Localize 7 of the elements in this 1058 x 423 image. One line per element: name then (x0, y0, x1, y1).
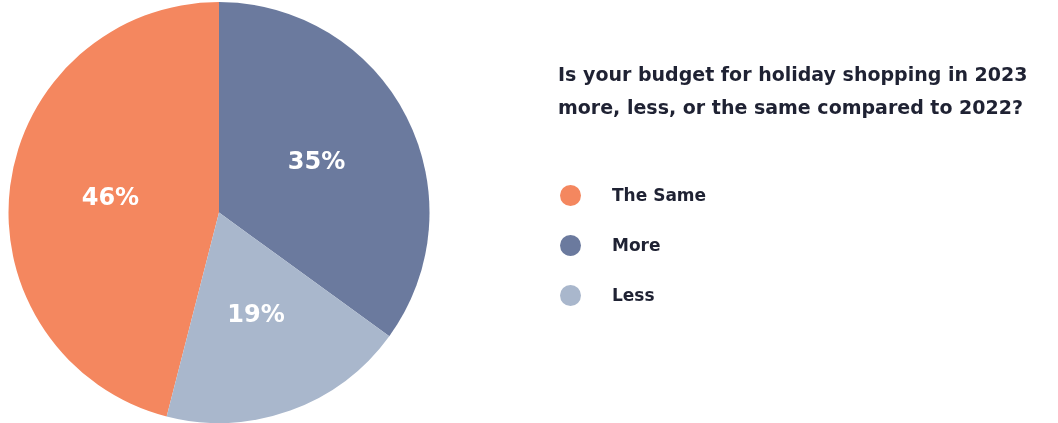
legend-label: More (612, 235, 661, 255)
data-label: 19% (227, 299, 285, 328)
data-label: 46% (81, 183, 140, 212)
data-label: 35% (287, 147, 346, 176)
legend-label: Less (612, 285, 655, 305)
text: Is your budget for holiday shopping in 2023 more, less, or the same compared to 2022? (558, 62, 1029, 120)
legend-label: The Same (612, 185, 707, 205)
